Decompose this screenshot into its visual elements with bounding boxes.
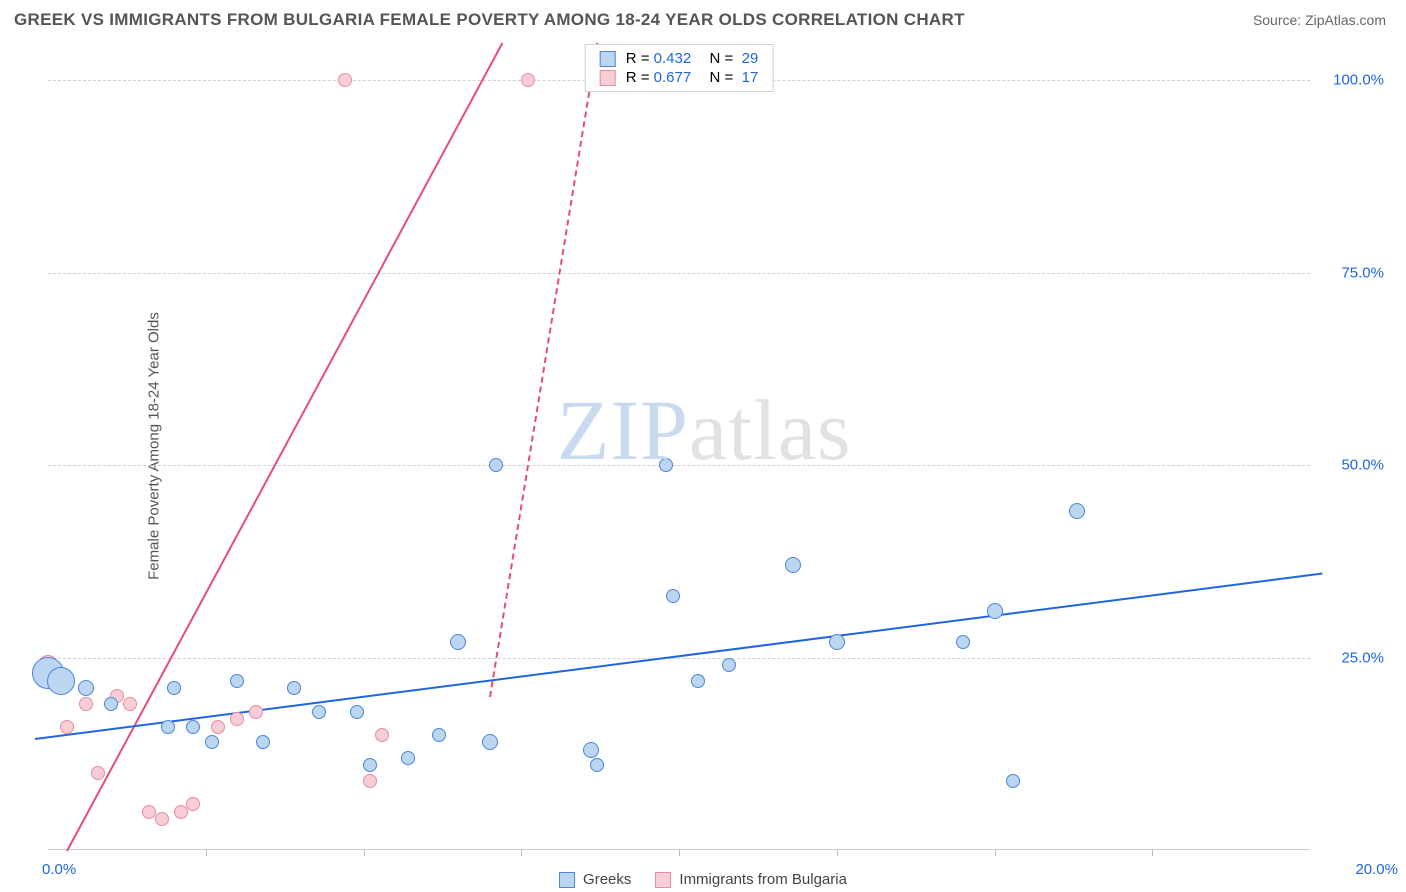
bulgaria-point xyxy=(249,705,263,719)
greeks-point xyxy=(432,728,446,742)
bulgaria-point xyxy=(375,728,389,742)
greeks-point xyxy=(256,735,270,749)
chart-title: GREEK VS IMMIGRANTS FROM BULGARIA FEMALE… xyxy=(14,10,965,30)
greeks-point xyxy=(230,674,244,688)
bulgaria-point xyxy=(123,697,137,711)
legend-item: Greeks xyxy=(559,871,631,888)
bulgaria-point xyxy=(60,720,74,734)
bulgaria-point xyxy=(338,73,352,87)
x-tick xyxy=(837,850,838,856)
greeks-point xyxy=(1069,503,1085,519)
gridline xyxy=(48,273,1310,274)
greeks-point xyxy=(583,742,599,758)
chart-plot-area: Female Poverty Among 18-24 Year Olds ZIP… xyxy=(48,42,1310,850)
stats-row: R = 0.432 N = 29 xyxy=(586,49,773,68)
greeks-point xyxy=(47,667,75,695)
stats-r: R = 0.432 xyxy=(626,50,691,67)
greeks-point xyxy=(785,557,801,573)
greeks-point xyxy=(350,705,364,719)
legend-swatch xyxy=(655,872,671,888)
greeks-point xyxy=(1006,774,1020,788)
greeks-point xyxy=(363,758,377,772)
stats-row: R = 0.677 N = 17 xyxy=(586,68,773,87)
series-legend: Greeks Immigrants from Bulgaria xyxy=(559,871,847,888)
greeks-point xyxy=(104,697,118,711)
greeks-point xyxy=(722,658,736,672)
gridline xyxy=(48,465,1310,466)
greeks-point xyxy=(956,635,970,649)
bulgaria-point xyxy=(79,697,93,711)
stats-legend: R = 0.432 N = 29R = 0.677 N = 17 xyxy=(585,44,774,92)
y-tick-label: 100.0% xyxy=(1333,72,1384,89)
x-tick xyxy=(364,850,365,856)
greeks-point xyxy=(659,458,673,472)
stats-r: R = 0.677 xyxy=(626,69,691,86)
x-end-label: 20.0% xyxy=(1355,861,1398,878)
legend-label: Greeks xyxy=(583,871,631,888)
greeks-point xyxy=(312,705,326,719)
x-tick xyxy=(521,850,522,856)
greeks-point xyxy=(691,674,705,688)
bulgaria-point xyxy=(91,766,105,780)
trend-line xyxy=(489,43,598,697)
stats-swatch xyxy=(600,51,616,67)
greeks-point xyxy=(666,589,680,603)
bulgaria-point xyxy=(521,73,535,87)
greeks-point xyxy=(450,634,466,650)
greeks-point xyxy=(161,720,175,734)
greeks-point xyxy=(167,681,181,695)
bulgaria-point xyxy=(155,812,169,826)
greeks-point xyxy=(489,458,503,472)
bulgaria-point xyxy=(363,774,377,788)
greeks-point xyxy=(78,680,94,696)
greeks-point xyxy=(590,758,604,772)
y-tick-label: 75.0% xyxy=(1341,264,1384,281)
greeks-point xyxy=(482,734,498,750)
stats-n: N = 17 xyxy=(701,69,758,86)
legend-item: Immigrants from Bulgaria xyxy=(655,871,847,888)
gridline xyxy=(48,658,1310,659)
source-label: Source: ZipAtlas.com xyxy=(1253,12,1386,28)
greeks-point xyxy=(987,603,1003,619)
x-origin-label: 0.0% xyxy=(42,861,76,878)
stats-n: N = 29 xyxy=(701,50,758,67)
greeks-point xyxy=(186,720,200,734)
x-tick xyxy=(995,850,996,856)
bulgaria-point xyxy=(230,712,244,726)
x-tick xyxy=(679,850,680,856)
bulgaria-point xyxy=(186,797,200,811)
y-tick-label: 50.0% xyxy=(1341,457,1384,474)
greeks-point xyxy=(401,751,415,765)
x-tick xyxy=(206,850,207,856)
greeks-point xyxy=(205,735,219,749)
legend-label: Immigrants from Bulgaria xyxy=(679,871,847,888)
greeks-point xyxy=(287,681,301,695)
legend-swatch xyxy=(559,872,575,888)
y-tick-label: 25.0% xyxy=(1341,649,1384,666)
bulgaria-point xyxy=(174,805,188,819)
x-tick xyxy=(1152,850,1153,856)
stats-swatch xyxy=(600,70,616,86)
greeks-point xyxy=(829,634,845,650)
bulgaria-point xyxy=(211,720,225,734)
